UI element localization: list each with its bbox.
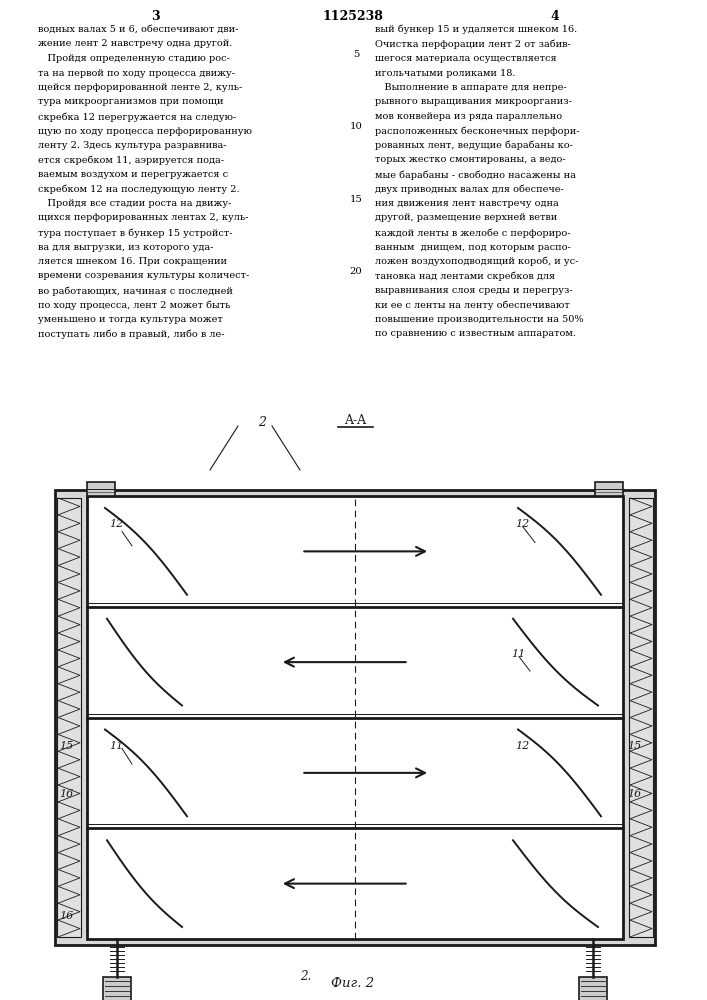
Text: 2: 2 xyxy=(258,416,266,428)
Text: вый бункер 15 и удаляется шнеком 16.: вый бункер 15 и удаляется шнеком 16. xyxy=(375,25,577,34)
Bar xyxy=(579,977,607,1000)
Bar xyxy=(629,498,653,937)
Text: по ходу процесса, лент 2 может быть: по ходу процесса, лент 2 может быть xyxy=(38,300,230,310)
Bar xyxy=(103,977,131,1000)
Bar xyxy=(57,498,81,937)
Text: ется скребком 11, аэрируется пода-: ется скребком 11, аэрируется пода- xyxy=(38,155,224,165)
Text: Очистка перфорации лент 2 от забив-: Очистка перфорации лент 2 от забив- xyxy=(375,39,571,49)
Text: рованных лент, ведущие барабаны ко-: рованных лент, ведущие барабаны ко- xyxy=(375,141,573,150)
Text: расположенных бесконечных перфори-: расположенных бесконечных перфори- xyxy=(375,126,580,136)
Text: ванным  днищем, под которым распо-: ванным днищем, под которым распо- xyxy=(375,242,571,251)
Text: ленту 2. Здесь культура разравнива-: ленту 2. Здесь культура разравнива- xyxy=(38,141,226,150)
Text: ляется шнеком 16. При сокращении: ляется шнеком 16. При сокращении xyxy=(38,257,227,266)
Text: 3: 3 xyxy=(151,10,159,23)
Text: шегося материала осуществляется: шегося материала осуществляется xyxy=(375,54,556,63)
Text: 12: 12 xyxy=(515,519,530,529)
Text: жение лент 2 навстречу одна другой.: жение лент 2 навстречу одна другой. xyxy=(38,39,233,48)
Text: 15: 15 xyxy=(627,741,641,751)
Text: щихся перфорированных лентах 2, куль-: щихся перфорированных лентах 2, куль- xyxy=(38,214,248,223)
Text: 20: 20 xyxy=(350,267,363,276)
Text: щейся перфорированной ленте 2, куль-: щейся перфорированной ленте 2, куль- xyxy=(38,83,243,92)
Text: 11: 11 xyxy=(511,649,525,659)
Text: 15: 15 xyxy=(59,741,74,751)
Text: ки ее с ленты на ленту обеспечивают: ки ее с ленты на ленту обеспечивают xyxy=(375,300,570,310)
Bar xyxy=(595,482,623,496)
Text: щую по ходу процесса перфорированную: щую по ходу процесса перфорированную xyxy=(38,126,252,135)
Text: повышение производительности на 50%: повышение производительности на 50% xyxy=(375,315,583,324)
Text: 5: 5 xyxy=(353,50,359,59)
Text: 12: 12 xyxy=(515,741,530,751)
Text: водных валах 5 и 6, обеспечивают дви-: водных валах 5 и 6, обеспечивают дви- xyxy=(38,25,238,34)
Text: тановка над лентами скребков для: тановка над лентами скребков для xyxy=(375,271,555,281)
Text: 10: 10 xyxy=(349,122,363,131)
Text: скребком 12 на последующую ленту 2.: скребком 12 на последующую ленту 2. xyxy=(38,184,240,194)
Text: игольчатыми роликами 18.: игольчатыми роликами 18. xyxy=(375,68,515,78)
Text: поступать либо в правый, либо в ле-: поступать либо в правый, либо в ле- xyxy=(38,330,225,339)
Text: торых жестко смонтированы, а ведо-: торых жестко смонтированы, а ведо- xyxy=(375,155,566,164)
Text: выравнивания слоя среды и перегруз-: выравнивания слоя среды и перегруз- xyxy=(375,286,573,295)
Text: 16: 16 xyxy=(627,789,641,799)
Text: ния движения лент навстречу одна: ния движения лент навстречу одна xyxy=(375,199,559,208)
Text: во работающих, начиная с последней: во работающих, начиная с последней xyxy=(38,286,233,296)
Text: мые барабаны - свободно насажены на: мые барабаны - свободно насажены на xyxy=(375,170,576,180)
Text: Пройдя определенную стадию рос-: Пройдя определенную стадию рос- xyxy=(38,54,230,63)
Text: Выполнение в аппарате для непре-: Выполнение в аппарате для непре- xyxy=(375,83,566,92)
Text: тура микроорганизмов при помощи: тура микроорганизмов при помощи xyxy=(38,98,223,106)
Text: 2.: 2. xyxy=(300,970,311,983)
Text: 1125238: 1125238 xyxy=(322,10,383,23)
Bar xyxy=(55,490,655,945)
Bar xyxy=(87,482,115,496)
Text: Фиг. 2: Фиг. 2 xyxy=(332,977,375,990)
Text: 12: 12 xyxy=(109,519,123,529)
Text: ложен воздухоподводящий короб, и ус-: ложен воздухоподводящий короб, и ус- xyxy=(375,257,578,266)
Text: скребка 12 перегружается на следую-: скребка 12 перегружается на следую- xyxy=(38,112,236,121)
Text: другой, размещение верхней ветви: другой, размещение верхней ветви xyxy=(375,214,557,223)
Text: рывного выращивания микроорганиз-: рывного выращивания микроорганиз- xyxy=(375,98,572,106)
Text: A-A: A-A xyxy=(344,414,366,426)
Text: 4: 4 xyxy=(551,10,559,23)
Text: уменьшено и тогда культура может: уменьшено и тогда культура может xyxy=(38,315,223,324)
Text: ваемым воздухом и перегружается с: ваемым воздухом и перегружается с xyxy=(38,170,228,179)
Text: каждой ленты в желобе с перфориро-: каждой ленты в желобе с перфориро- xyxy=(375,228,571,237)
Text: двух приводных валах для обеспече-: двух приводных валах для обеспече- xyxy=(375,184,563,194)
Text: времени созревания культуры количест-: времени созревания культуры количест- xyxy=(38,271,250,280)
Text: 11: 11 xyxy=(109,741,123,751)
Text: мов конвейера из ряда параллельно: мов конвейера из ряда параллельно xyxy=(375,112,562,121)
Text: 16: 16 xyxy=(59,789,74,799)
Text: по сравнению с известным аппаратом.: по сравнению с известным аппаратом. xyxy=(375,330,576,338)
Text: ва для выгрузки, из которого уда-: ва для выгрузки, из которого уда- xyxy=(38,242,214,251)
Text: 15: 15 xyxy=(349,195,363,204)
Text: та на первой по ходу процесса движу-: та на первой по ходу процесса движу- xyxy=(38,68,235,78)
Bar xyxy=(87,496,623,939)
Text: Пройдя все стадии роста на движу-: Пройдя все стадии роста на движу- xyxy=(38,199,231,208)
Text: тура поступает в бункер 15 устройст-: тура поступает в бункер 15 устройст- xyxy=(38,228,233,237)
Text: 16: 16 xyxy=(59,911,74,921)
